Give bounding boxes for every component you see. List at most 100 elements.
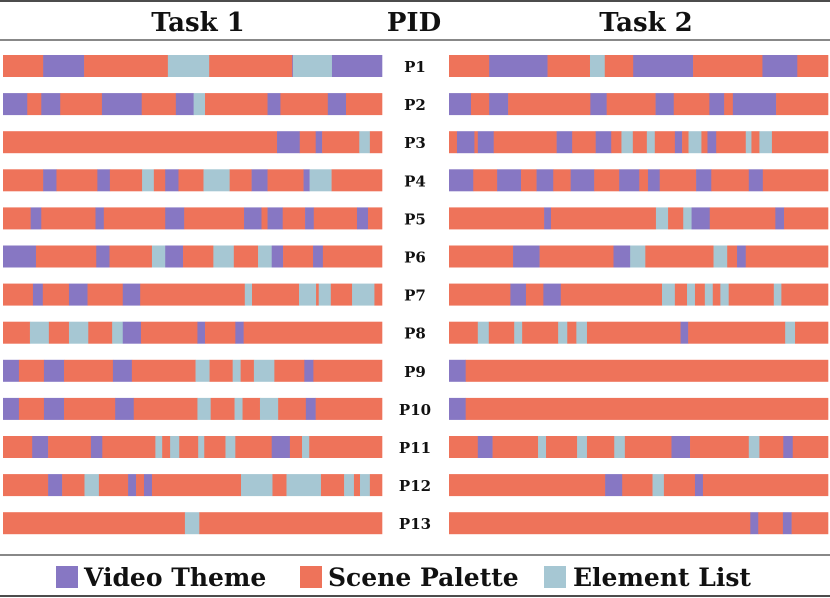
p11-task2-segment-scene-palette — [624, 436, 672, 458]
p3-task2-segment-element-list — [745, 131, 752, 154]
p2-task2-segment-scene-palette — [673, 93, 710, 116]
p2-task2-segment-video-theme — [489, 93, 509, 116]
p8-task2-segment-scene-palette — [522, 321, 559, 344]
p1-task2-segment-video-theme — [762, 55, 798, 77]
p12-task1-segment-element-list — [360, 474, 371, 497]
p2-task2-segment-video-theme — [732, 93, 777, 116]
p12-task1-segment-video-theme — [48, 474, 63, 497]
p6-task1-segment-scene-palette — [283, 245, 314, 268]
p11-task1-segment-element-list — [155, 436, 163, 458]
p1-task2-segment-scene-palette — [449, 55, 490, 77]
p11-task1-segment-scene-palette — [48, 436, 92, 458]
p7-task2-segment-video-theme — [543, 283, 562, 306]
pid-label: P7 — [404, 287, 426, 305]
p6-task1-segment-scene-palette — [322, 245, 383, 268]
p12-task2-segment-element-list — [652, 474, 665, 497]
p7-task2-segment-scene-palette — [712, 283, 721, 306]
p8-task1-segment-scene-palette — [88, 321, 113, 344]
p5-task1-segment-scene-palette — [41, 207, 96, 230]
p12-task1-segment-scene-palette — [320, 474, 345, 497]
p3-task2-segment-scene-palette — [632, 131, 648, 154]
p2-task1-segment-scene-palette — [141, 93, 177, 116]
p2-task2-segment-scene-palette — [606, 93, 656, 116]
p5-task1-segment-video-theme — [244, 207, 262, 230]
p8-task1-segment-scene-palette — [205, 321, 236, 344]
p4-task1-segment-video-theme — [97, 169, 111, 192]
p6-task2-segment-scene-palette — [449, 245, 514, 268]
p4-task1-segment-video-theme — [303, 169, 310, 192]
p8-task1-segment-element-list — [29, 321, 50, 344]
p5-task1-segment-scene-palette — [184, 207, 245, 230]
legend-label-video-theme: Video Theme — [83, 563, 266, 592]
p10-task1-segment-video-theme — [115, 397, 135, 420]
p4-task1-segment-scene-palette — [178, 169, 204, 192]
p3-task2-segment-scene-palette — [493, 131, 557, 154]
p2-task2-segment-video-theme — [655, 93, 675, 116]
p4-task1-segment-scene-palette — [331, 169, 383, 192]
p6-task1-segment-video-theme — [313, 245, 324, 268]
p5-task1-segment-scene-palette — [103, 207, 166, 230]
p6-task1-segment-scene-palette — [109, 245, 153, 268]
p4-task2-segment-video-theme — [497, 169, 522, 192]
p3-task2-segment-video-theme — [674, 131, 683, 154]
pid-label: P11 — [399, 439, 431, 457]
p11-task2-segment-video-theme — [783, 436, 794, 458]
p11-task1-segment-element-list — [198, 436, 205, 458]
p1-task1-segment-scene-palette — [3, 55, 44, 77]
p7-task2-segment-scene-palette — [560, 283, 663, 306]
p10-task1-segment-scene-palette — [64, 397, 116, 420]
p7-task1-segment-scene-palette — [87, 283, 124, 306]
p8-task2-segment-element-list — [477, 321, 490, 344]
p10-task1-segment-video-theme — [43, 397, 65, 420]
p11-task2-segment-video-theme — [671, 436, 691, 458]
p5-task2-segment-element-list — [683, 207, 692, 230]
pid-label: P4 — [404, 172, 426, 190]
p13-task2-segment-video-theme — [750, 512, 759, 535]
p9-task1-segment-video-theme — [304, 359, 314, 382]
p11-task2-segment-scene-palette — [546, 436, 578, 458]
p5-task1-segment-video-theme — [267, 207, 283, 230]
pid-label: P1 — [404, 58, 426, 76]
p4-task2-segment-scene-palette — [659, 169, 697, 192]
p11-task1-segment-video-theme — [271, 436, 291, 458]
p1-task1-segment-element-list — [167, 55, 210, 77]
p2-task1-segment-scene-palette — [280, 93, 329, 116]
p7-task1-segment-scene-palette — [316, 283, 319, 306]
p12-task1-segment-video-theme — [128, 474, 137, 497]
p12-task1-segment-scene-palette — [136, 474, 145, 497]
p12-task1-segment-scene-palette — [353, 474, 361, 497]
p11-task1-segment-scene-palette — [204, 436, 226, 458]
p11-task1-segment-scene-palette — [162, 436, 171, 458]
p8-task2-segment-video-theme — [680, 321, 689, 344]
p5-task2-segment-video-theme — [544, 207, 552, 230]
p4-task2-segment-scene-palette — [762, 169, 829, 192]
p4-task2-segment-video-theme — [570, 169, 595, 192]
p2-task2-segment-scene-palette — [724, 93, 734, 116]
p4-task2-segment-scene-palette — [521, 169, 537, 192]
p5-task1-segment-scene-palette — [313, 207, 358, 230]
p13-task2-segment-video-theme — [782, 512, 792, 535]
p11-task2-segment-scene-palette — [759, 436, 784, 458]
p8-task1-segment-scene-palette — [140, 321, 198, 344]
p5-task1-segment-video-theme — [95, 207, 105, 230]
p1-task2-segment-element-list — [589, 55, 606, 77]
p10-task2-segment-scene-palette — [465, 397, 829, 420]
p4-task2-segment-scene-palette — [553, 169, 571, 192]
p7-task2-segment-scene-palette — [449, 283, 511, 306]
p8-task2-segment-element-list — [576, 321, 588, 344]
p6-task2-segment-scene-palette — [645, 245, 714, 268]
pid-label: P13 — [399, 515, 431, 533]
p4-task2-segment-video-theme — [536, 169, 554, 192]
p11-task1-segment-scene-palette — [235, 436, 273, 458]
p1-task1-segment-element-list — [292, 55, 333, 77]
p7-task1-segment-video-theme — [32, 283, 44, 306]
p9-task1-segment-video-theme — [3, 359, 20, 382]
p8-task2-segment-scene-palette — [795, 321, 829, 344]
p8-task2-segment-element-list — [558, 321, 568, 344]
p5-task2-segment-scene-palette — [550, 207, 657, 230]
p13-task1-segment-scene-palette — [199, 512, 383, 535]
p13-task2-segment-scene-palette — [791, 512, 829, 535]
p9-task1-segment-video-theme — [43, 359, 65, 382]
p3-task2-segment-scene-palette — [716, 131, 747, 154]
p12-task2-segment-scene-palette — [622, 474, 653, 497]
